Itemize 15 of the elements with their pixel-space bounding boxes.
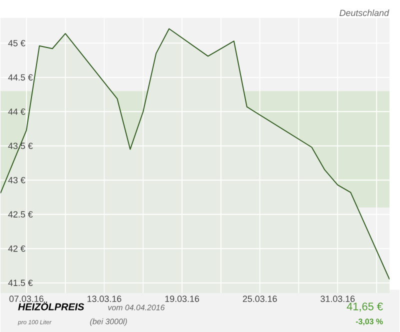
text: Deutschland [340,9,390,16]
y-tick-label: 41.5 € [8,280,33,286]
y-tick-label: 45 € [8,40,26,46]
x-tick-label: 13.03.16 [88,296,122,302]
text: 41,65 € [346,302,383,312]
y-tick-label: 44 € [8,108,26,115]
x-tick-label: 07.03.16 [9,296,44,302]
x-tick-label: 31.03.16 [320,296,355,302]
x-tick-label: 19.03.16 [165,296,200,302]
x-tick-label: 25.03.16 [242,296,277,302]
text: HEIZÖLPREIS [18,302,84,310]
y-tick-label: 43 € [8,176,26,184]
y-tick-label: 44.5 € [8,74,33,80]
y-tick-label: 42 € [8,245,26,252]
y-tick-label: 42.5 € [8,211,33,218]
